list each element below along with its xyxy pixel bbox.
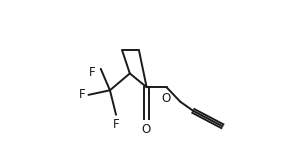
Text: O: O bbox=[161, 92, 171, 105]
Text: O: O bbox=[142, 123, 151, 136]
Text: F: F bbox=[89, 66, 95, 79]
Text: F: F bbox=[79, 88, 85, 101]
Text: F: F bbox=[113, 118, 120, 131]
